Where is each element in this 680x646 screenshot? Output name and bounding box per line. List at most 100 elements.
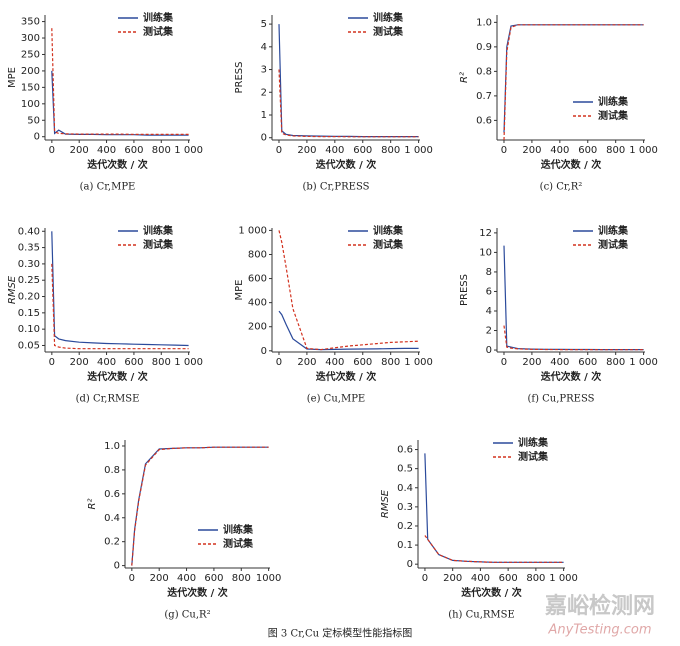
y-tick-label: 0.20 bbox=[18, 292, 40, 303]
x-tick-label: 400 bbox=[325, 357, 344, 368]
x-tick-label: 800 bbox=[526, 573, 545, 584]
x-tick-label: 600 bbox=[353, 145, 372, 156]
y-axis-label: RMSE bbox=[7, 275, 18, 304]
y-axis-label: PRESS bbox=[459, 274, 470, 306]
y-tick-label: 0 bbox=[261, 133, 267, 144]
legend-label: 测试集 bbox=[373, 238, 404, 251]
y-tick-label: 50 bbox=[27, 115, 40, 126]
legend-label: 测试集 bbox=[143, 238, 174, 251]
legend-label: 训练集 bbox=[518, 436, 549, 449]
legend-label: 训练集 bbox=[223, 523, 254, 536]
legend-label: 测试集 bbox=[373, 25, 404, 38]
legend-label: 训练集 bbox=[598, 224, 629, 237]
caption: (b) Cr,PRESS bbox=[303, 182, 370, 193]
watermark: 嘉峪检测网 bbox=[545, 593, 655, 619]
y-tick-label: 0.6 bbox=[104, 489, 120, 500]
x-tick-label: 1 000 bbox=[629, 145, 658, 156]
x-tick-label: 800 bbox=[381, 357, 400, 368]
x-axis-label: 迭代次数 / 次 bbox=[316, 158, 377, 171]
y-axis-label: PRESS bbox=[234, 62, 245, 94]
x-tick-label: 1 000 bbox=[404, 145, 433, 156]
x-tick-label: 600 bbox=[499, 573, 518, 584]
x-tick-label: 200 bbox=[70, 145, 89, 156]
legend-label: 测试集 bbox=[598, 238, 629, 251]
y-tick-label: 400 bbox=[248, 298, 267, 309]
y-tick-label: 0.5 bbox=[397, 464, 413, 475]
figure-caption: 图 3 Cr,Cu 定标模型性能指标图 bbox=[268, 627, 413, 640]
y-axis-label: MPE bbox=[234, 280, 245, 301]
y-tick-label: 0.7 bbox=[476, 91, 492, 102]
x-tick-label: 400 bbox=[177, 573, 196, 584]
y-tick-label: 0 bbox=[34, 132, 40, 143]
series-line bbox=[278, 69, 419, 138]
x-tick-label: 800 bbox=[152, 145, 171, 156]
x-tick-label: 800 bbox=[152, 357, 171, 368]
y-tick-label: 0.3 bbox=[397, 502, 413, 513]
x-tick-label: 600 bbox=[578, 145, 597, 156]
caption: (e) Cu,MPE bbox=[307, 394, 365, 405]
y-axis-label: RMSE bbox=[380, 489, 391, 518]
y-tick-label: 150 bbox=[21, 82, 40, 93]
y-tick-label: 10 bbox=[479, 247, 492, 258]
legend-label: 训练集 bbox=[373, 224, 404, 237]
series-line bbox=[51, 70, 189, 136]
y-tick-label: 300 bbox=[21, 33, 40, 44]
y-tick-label: 2 bbox=[486, 326, 492, 337]
y-axis-label: R² bbox=[87, 499, 98, 510]
y-tick-label: 100 bbox=[21, 99, 40, 110]
series-line bbox=[503, 24, 644, 141]
series-line bbox=[278, 310, 419, 351]
x-tick-label: 800 bbox=[232, 573, 251, 584]
y-tick-label: 8 bbox=[486, 267, 492, 278]
y-tick-label: 0.05 bbox=[18, 340, 40, 351]
y-tick-label: 0.4 bbox=[104, 513, 120, 524]
series-line bbox=[51, 28, 189, 135]
caption: (c) Cr,R² bbox=[540, 182, 583, 193]
series-line bbox=[424, 453, 564, 563]
y-tick-label: 0.6 bbox=[397, 445, 413, 456]
y-tick-label: 12 bbox=[479, 228, 492, 239]
series-line bbox=[424, 535, 564, 563]
y-tick-label: 0 bbox=[114, 561, 120, 572]
legend-label: 训练集 bbox=[598, 95, 629, 108]
y-tick-label: 0.30 bbox=[18, 259, 40, 270]
x-tick-label: 200 bbox=[70, 357, 89, 368]
series-line bbox=[278, 24, 419, 138]
x-tick-label: 1 000 bbox=[174, 357, 203, 368]
series-line bbox=[51, 263, 189, 350]
y-tick-label: 1.0 bbox=[476, 17, 492, 28]
y-axis-label: MPE bbox=[7, 67, 18, 88]
x-axis-label: 迭代次数 / 次 bbox=[316, 370, 377, 383]
caption: (d) Cr,RMSE bbox=[76, 394, 140, 405]
x-tick-label: 1 000 bbox=[629, 357, 658, 368]
x-tick-label: 0 bbox=[276, 357, 282, 368]
x-axis-label: 迭代次数 / 次 bbox=[87, 158, 148, 171]
y-tick-label: 0 bbox=[407, 559, 413, 570]
y-tick-label: 0.1 bbox=[397, 540, 413, 551]
y-tick-label: 5 bbox=[261, 19, 267, 30]
y-tick-label: 0 bbox=[261, 346, 267, 357]
x-tick-label: 400 bbox=[550, 145, 569, 156]
y-tick-label: 800 bbox=[248, 249, 267, 260]
x-tick-label: 400 bbox=[550, 357, 569, 368]
x-tick-label: 600 bbox=[578, 357, 597, 368]
x-tick-label: 600 bbox=[353, 357, 372, 368]
x-tick-label: 1 000 bbox=[549, 573, 578, 584]
series-line bbox=[503, 325, 644, 351]
y-tick-label: 2 bbox=[261, 87, 267, 98]
x-tick-label: 0 bbox=[49, 145, 55, 156]
caption: (g) Cu,R² bbox=[164, 610, 210, 621]
y-tick-label: 200 bbox=[21, 66, 40, 77]
x-tick-label: 400 bbox=[97, 145, 116, 156]
y-axis-label: R² bbox=[459, 72, 470, 83]
y-tick-label: 4 bbox=[261, 42, 267, 53]
x-tick-label: 400 bbox=[471, 573, 490, 584]
y-tick-label: 600 bbox=[248, 274, 267, 285]
watermark: AnyTesting.com bbox=[547, 623, 651, 638]
x-tick-label: 200 bbox=[522, 357, 541, 368]
x-tick-label: 0 bbox=[129, 573, 135, 584]
x-tick-label: 200 bbox=[150, 573, 169, 584]
caption: (h) Cu,RMSE bbox=[448, 610, 515, 621]
y-tick-label: 3 bbox=[261, 65, 267, 76]
